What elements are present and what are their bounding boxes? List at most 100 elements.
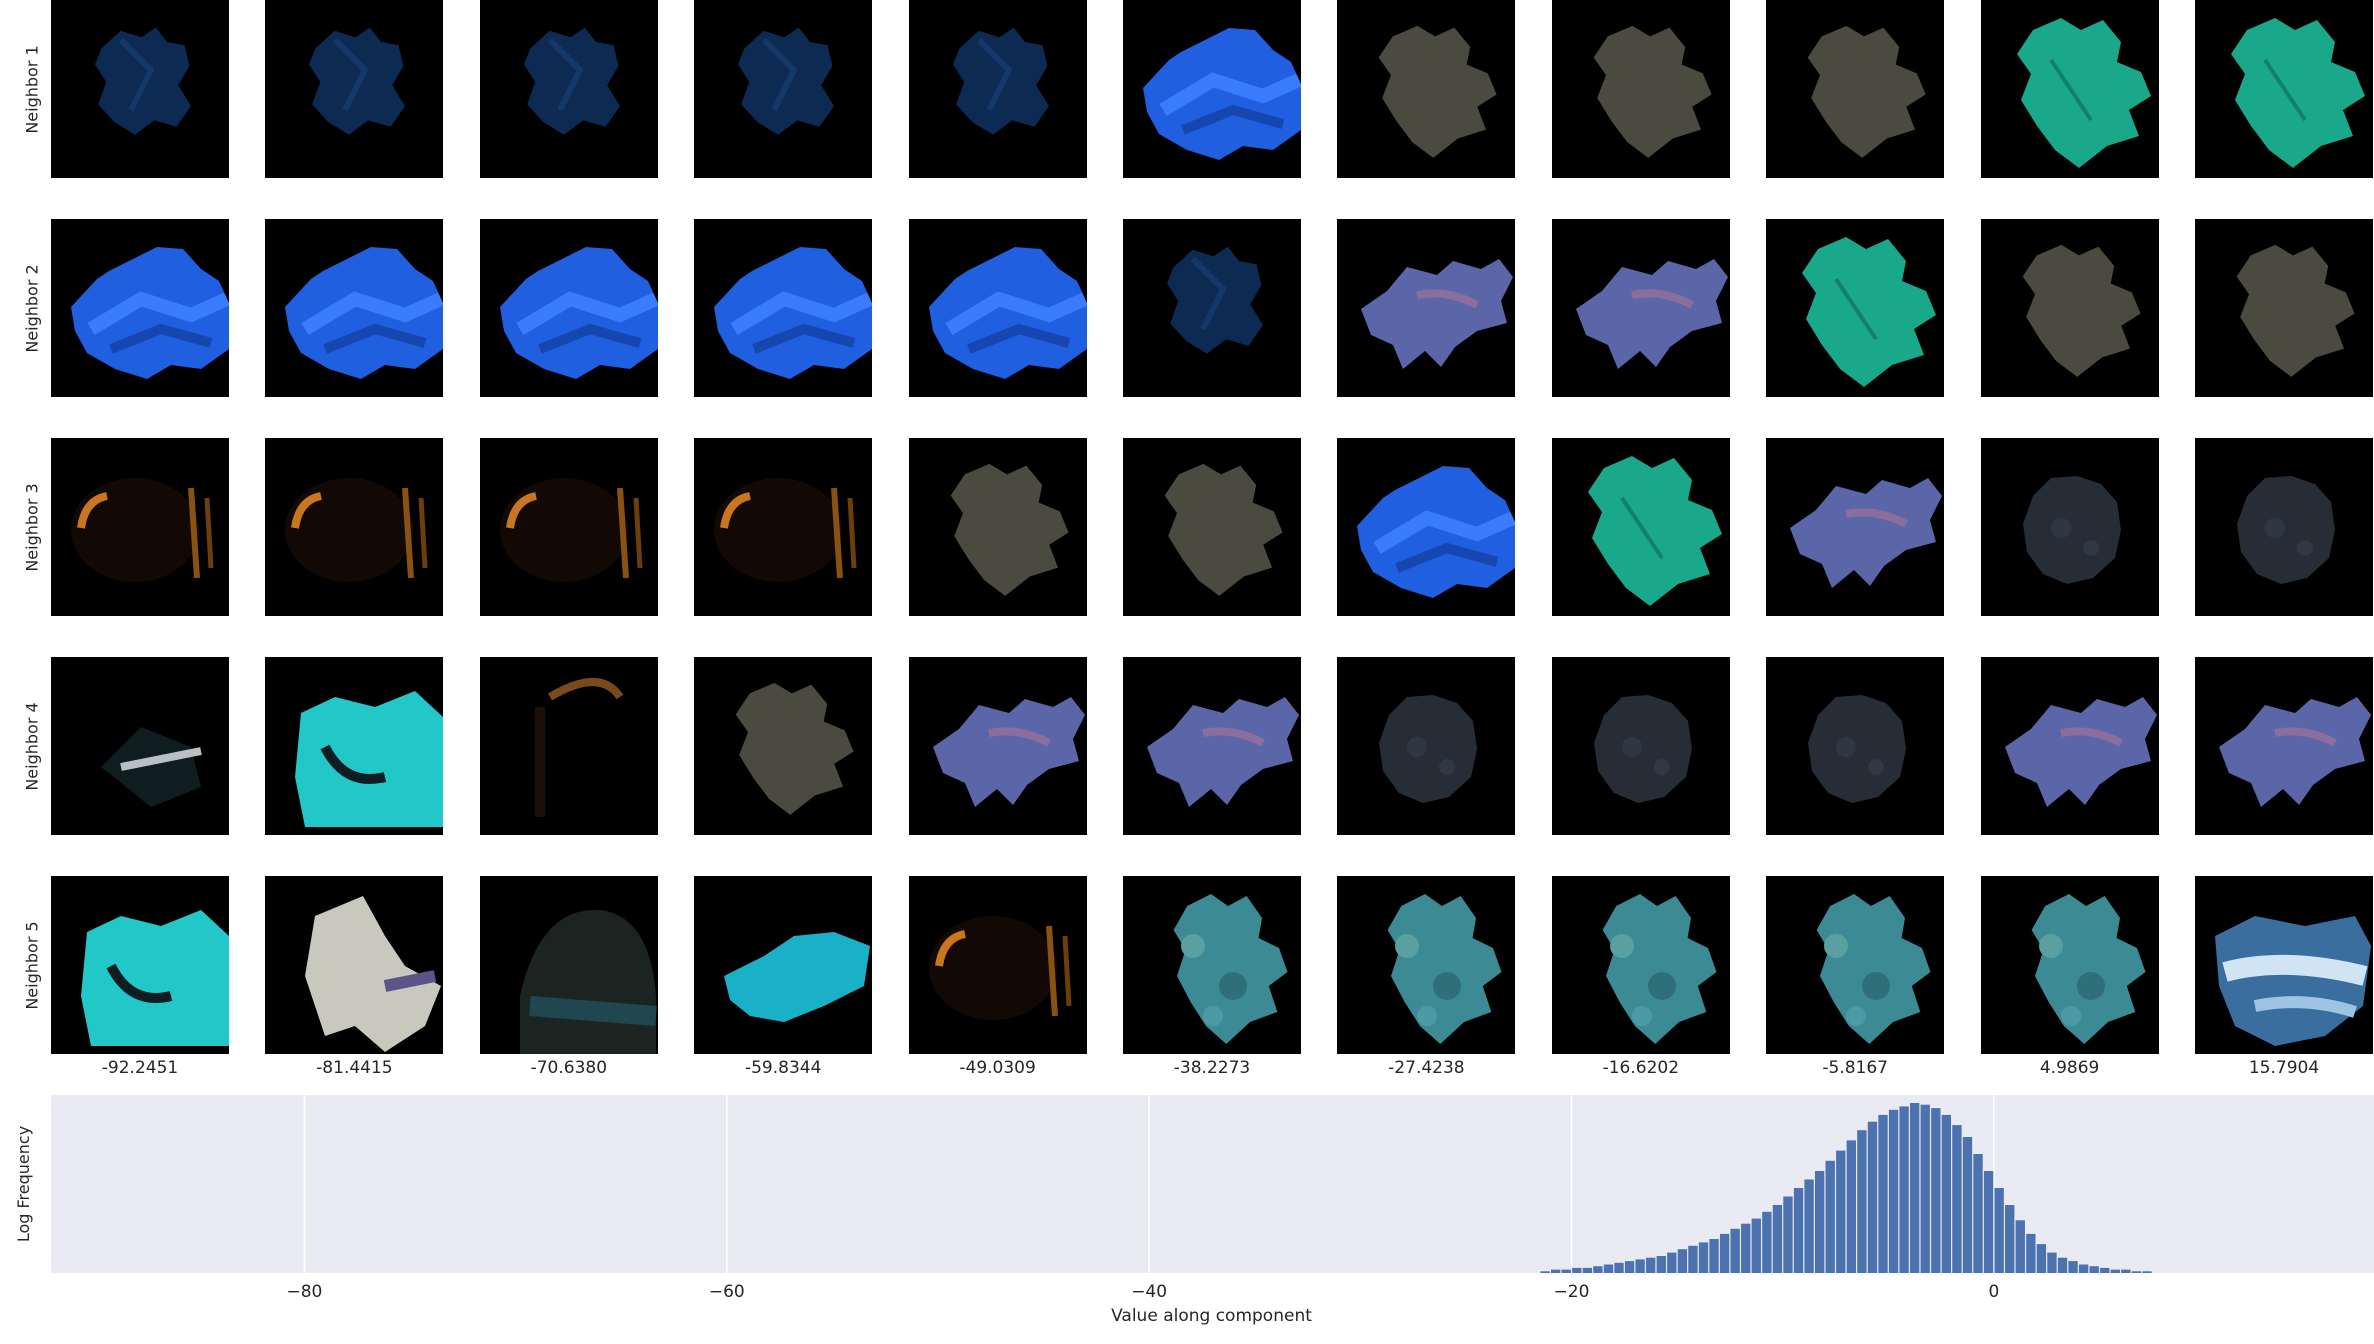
histogram-bar (1614, 1262, 1624, 1273)
column-value-label: 15.7904 (2248, 1058, 2320, 1078)
row-label-text: Neighbor 4 (22, 701, 42, 791)
thumbnail-dim-blue-crumpled (51, 0, 229, 178)
histogram-bar (1772, 1205, 1783, 1273)
histogram-bar (1719, 1233, 1730, 1273)
thumbnail-orange-lit-object (694, 438, 873, 616)
histogram-bar (1646, 1257, 1656, 1273)
thumbnail-dim-blue-crumpled (1123, 219, 1301, 397)
thumbnail-dark-rock (2195, 438, 2373, 616)
thumbnail-dim-blue-crumpled (694, 0, 873, 178)
histogram-bar (1572, 1267, 1582, 1273)
histogram-bar (1656, 1256, 1666, 1273)
histogram-bar (2036, 1244, 2047, 1273)
thumbnail-orange-lit-object (479, 438, 658, 616)
thumbnail-grey-shape (1980, 219, 2159, 397)
histogram-bar (1899, 1106, 1909, 1273)
thumbnail-grey-shape (1766, 0, 1945, 178)
histogram-bar (1561, 1269, 1571, 1273)
thumbnail-orange-lit-object (908, 876, 1087, 1054)
histogram-bar (1867, 1121, 1878, 1273)
thumbnail-bright-blue-sheet (1337, 438, 1516, 616)
thumbnail-lavender-splash (1551, 219, 1730, 397)
row-label-text: Neighbor 5 (22, 920, 42, 1010)
histogram-bar (2110, 1269, 2120, 1273)
x-tick-label: −40 (1131, 1282, 1167, 1302)
thumbnail-grey-shape (1123, 438, 1301, 616)
thumbnail-grey-shape (2195, 219, 2373, 397)
thumbnail-grey-shape (694, 657, 873, 835)
histogram-bar (1667, 1252, 1677, 1273)
column-value-label: -81.4415 (316, 1058, 393, 1078)
column-value-label: 4.9869 (2039, 1058, 2100, 1078)
histogram-bar (1624, 1261, 1635, 1273)
thumbnail-teal-leaf (2195, 0, 2373, 178)
thumbnail-grey-shape (1337, 0, 1516, 178)
histogram-bar (1994, 1188, 2004, 1273)
thumbnail-bright-blue-sheet (1123, 0, 1301, 178)
column-value-label: -16.6202 (1602, 1058, 1680, 1078)
plot-area (51, 1095, 2374, 1273)
histogram-bar (1550, 1269, 1561, 1273)
thumbnail-dim-blue-crumpled (265, 0, 444, 178)
x-tick-label: −80 (286, 1282, 322, 1302)
thumbnail-teal-textured (1123, 876, 1301, 1054)
x-tick-label: −60 (709, 1282, 745, 1302)
thumbnail-cyan-splash (694, 876, 873, 1054)
histogram-bar (2015, 1220, 2025, 1273)
histogram-bar (1857, 1130, 1867, 1273)
thumbnail-dark-rock (1980, 438, 2159, 616)
thumbnail-teal-textured (1337, 876, 1516, 1054)
thumbnail-dim-blue-crumpled (908, 0, 1087, 178)
histogram-bar (1677, 1249, 1688, 1273)
x-tick-label: 0 (1988, 1282, 1999, 1302)
histogram-bar (1973, 1154, 1983, 1273)
histogram-bar (1814, 1171, 1825, 1273)
histogram-bar (1910, 1103, 1920, 1273)
column-value-label: -49.0309 (959, 1058, 1036, 1078)
thumbnail-orange-lit-object (51, 438, 229, 616)
histogram-bar (2005, 1205, 2015, 1273)
histogram-bar (2057, 1257, 2068, 1273)
histogram-bar (1878, 1114, 1888, 1273)
histogram-bar (2100, 1267, 2110, 1273)
row-label-text: Neighbor 1 (22, 44, 42, 134)
histogram-bar (1593, 1266, 1603, 1273)
histogram-bar (1603, 1264, 1614, 1273)
histogram-bar (1825, 1160, 1835, 1273)
thumbnail-bright-blue-sheet (694, 219, 873, 397)
histogram-bar (2131, 1271, 2142, 1273)
thumbnail-teal-leaf (1766, 219, 1945, 397)
column-value-label: -92.2451 (101, 1058, 179, 1078)
histogram-bar (1920, 1104, 1930, 1273)
x-tick-label: −20 (1554, 1282, 1590, 1302)
thumbnail-bright-blue-sheet (479, 219, 658, 397)
thumbnail-bright-blue-sheet (908, 219, 1087, 397)
thumbnail-lavender-splash (1123, 657, 1301, 835)
histogram-bar (1635, 1259, 1645, 1273)
thumbnail-teal-leaf (1551, 438, 1730, 616)
histogram-bar (1952, 1125, 1962, 1273)
histogram-bar (1741, 1223, 1751, 1273)
thumbnail-cyan-sheet (51, 876, 229, 1054)
histogram-bar (1751, 1218, 1761, 1273)
column-value-label: -70.6380 (530, 1058, 608, 1078)
thumbnail-lavender-splash (2195, 657, 2373, 835)
thumbnail-lavender-splash (908, 657, 1087, 835)
thumbnail-teal-leaf (1980, 0, 2159, 178)
histogram-bar (1846, 1140, 1857, 1273)
histogram-bar (2089, 1266, 2099, 1273)
thumbnail-dark-rock (1337, 657, 1516, 835)
histogram-bar (2142, 1271, 2152, 1273)
histogram-bar (1582, 1267, 1593, 1273)
thumbnail-orange-lit-object (265, 438, 444, 616)
histogram-bar (1941, 1114, 1952, 1273)
histogram-chart: −80 −60 −40 −20 0 Value along component Log Fr… (14, 1095, 2374, 1326)
thumbnail-orange-edge (479, 657, 658, 835)
histogram-bar (1540, 1271, 1550, 1273)
thumbnail-grid: Neighbor 1 Neighbor 2 Neighbor 3 Neighbor 4… (22, 0, 2373, 1078)
thumbnail-dark-rock (1766, 657, 1945, 835)
row-label-text: Neighbor 3 (22, 482, 42, 572)
thumbnail-dim-blue-crumpled (479, 0, 658, 178)
histogram-bar (1962, 1137, 1973, 1273)
